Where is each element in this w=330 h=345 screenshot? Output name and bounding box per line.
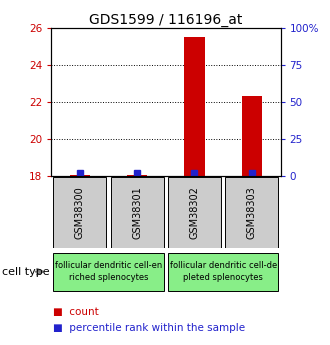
Text: GSM38303: GSM38303 (247, 186, 257, 238)
Bar (225, 177, 278, 248)
Text: follicular dendritic cell-en
riched splenocytes: follicular dendritic cell-en riched sple… (55, 261, 162, 282)
Bar (242, 96, 262, 176)
Bar (70, 175, 90, 176)
Bar (184, 37, 205, 176)
Bar (53, 177, 106, 248)
Text: GSM38300: GSM38300 (75, 186, 85, 238)
Bar (111, 177, 164, 248)
Bar (53, 253, 164, 291)
Text: ■  count: ■ count (53, 307, 99, 317)
Text: cell type: cell type (2, 267, 49, 277)
Bar (168, 177, 221, 248)
Text: follicular dendritic cell-de
pleted splenocytes: follicular dendritic cell-de pleted sple… (170, 261, 277, 282)
Bar (127, 175, 147, 176)
Bar (168, 253, 278, 291)
Text: GSM38301: GSM38301 (132, 186, 142, 238)
Title: GDS1599 / 116196_at: GDS1599 / 116196_at (89, 12, 243, 27)
Text: ■  percentile rank within the sample: ■ percentile rank within the sample (53, 324, 245, 333)
Text: GSM38302: GSM38302 (189, 186, 200, 239)
